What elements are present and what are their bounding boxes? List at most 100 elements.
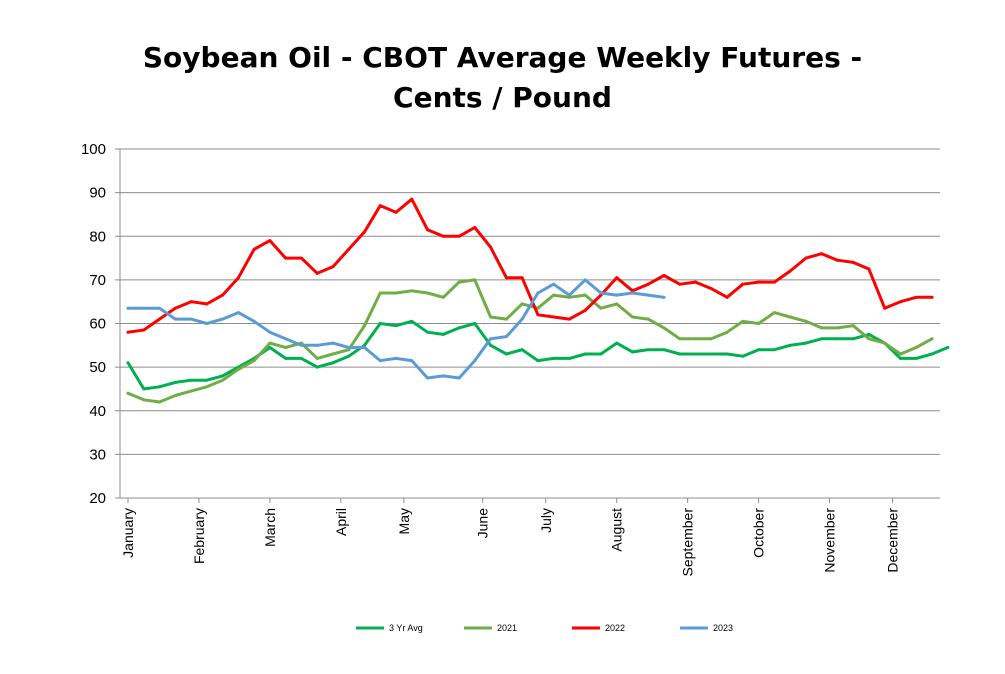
data-point xyxy=(457,376,461,380)
data-point xyxy=(615,341,619,345)
y-tick-label: 30 xyxy=(89,446,106,463)
y-tick-label: 20 xyxy=(89,490,106,507)
data-point xyxy=(520,348,524,352)
data-point xyxy=(914,356,918,360)
data-point xyxy=(268,345,272,349)
data-point xyxy=(221,378,225,382)
data-point xyxy=(583,278,587,282)
data-point xyxy=(615,293,619,297)
data-point xyxy=(126,330,130,334)
data-point xyxy=(205,378,209,382)
legend-label: 3 Yr Avg xyxy=(389,623,423,633)
data-point xyxy=(504,352,508,356)
data-point xyxy=(930,295,934,299)
data-point xyxy=(252,247,256,251)
data-point xyxy=(362,230,366,234)
data-point xyxy=(757,322,761,325)
legend-label: 2022 xyxy=(605,623,625,633)
data-point xyxy=(820,337,824,341)
data-point xyxy=(772,348,776,352)
data-point xyxy=(914,295,918,299)
data-point xyxy=(599,306,603,310)
data-point xyxy=(331,341,335,345)
data-point xyxy=(772,280,776,284)
data-point xyxy=(426,376,430,380)
data-point xyxy=(946,345,950,349)
y-tick-label: 40 xyxy=(89,403,106,420)
y-axis-ticks: 20 30 40 50 60 70 80 90 100 xyxy=(81,141,106,507)
data-point xyxy=(520,302,524,306)
data-point xyxy=(646,282,650,286)
data-point xyxy=(299,256,303,260)
data-point xyxy=(930,352,934,356)
data-point xyxy=(630,289,634,293)
data-point xyxy=(567,293,571,297)
data-point xyxy=(678,352,682,356)
data-point xyxy=(630,315,634,319)
data-point xyxy=(315,343,319,347)
data-point xyxy=(709,337,713,341)
data-point xyxy=(741,319,745,323)
data-point xyxy=(725,330,729,334)
data-point xyxy=(158,306,162,310)
data-point xyxy=(189,317,193,321)
data-point xyxy=(457,326,461,330)
data-point xyxy=(205,385,209,389)
data-point xyxy=(473,226,477,230)
x-tick-label: May xyxy=(396,508,412,534)
data-point xyxy=(315,356,319,360)
x-tick-label: October xyxy=(751,508,767,558)
data-point xyxy=(142,306,146,310)
data-point xyxy=(158,400,162,404)
data-point xyxy=(835,326,839,330)
data-point xyxy=(788,343,792,347)
data-point xyxy=(662,348,666,352)
data-point xyxy=(835,258,839,262)
data-point xyxy=(851,260,855,264)
data-point xyxy=(347,345,351,349)
data-point xyxy=(835,337,839,341)
data-point xyxy=(158,385,162,389)
data-point xyxy=(142,398,146,402)
data-point xyxy=(394,291,398,295)
x-tick-label: September xyxy=(680,508,696,577)
series-line xyxy=(126,319,950,391)
data-point xyxy=(583,308,587,312)
data-point xyxy=(173,317,177,321)
legend-label: 2021 xyxy=(497,623,517,633)
data-point xyxy=(867,337,871,341)
data-point xyxy=(299,343,303,347)
data-point xyxy=(489,337,493,341)
chart-title-line-2: Cents / Pound xyxy=(393,81,612,114)
data-point xyxy=(599,352,603,356)
data-point xyxy=(552,282,556,286)
data-point xyxy=(725,352,729,356)
legend: 3 Yr Avg 2021 2022 2023 xyxy=(356,623,733,633)
data-point xyxy=(536,291,540,295)
data-point xyxy=(930,337,934,341)
data-point xyxy=(394,324,398,328)
data-point xyxy=(331,265,335,269)
data-point xyxy=(898,356,902,360)
data-point xyxy=(646,348,650,352)
data-point xyxy=(489,245,493,249)
data-point xyxy=(567,317,571,321)
data-point xyxy=(347,247,351,251)
data-point xyxy=(426,330,430,334)
data-point xyxy=(221,374,225,378)
data-point xyxy=(567,356,571,360)
data-point xyxy=(410,197,414,201)
data-point xyxy=(205,322,209,325)
y-tick-label: 100 xyxy=(81,141,106,158)
x-axis-ticks: January February March April May June July Augu… xyxy=(120,498,901,576)
data-point xyxy=(189,300,193,304)
data-point xyxy=(236,276,240,280)
data-point xyxy=(410,319,414,323)
x-tick-label: January xyxy=(120,508,136,558)
data-point xyxy=(378,322,382,325)
data-point xyxy=(504,317,508,321)
data-point xyxy=(441,374,445,378)
data-point xyxy=(788,269,792,273)
data-point xyxy=(583,352,587,356)
